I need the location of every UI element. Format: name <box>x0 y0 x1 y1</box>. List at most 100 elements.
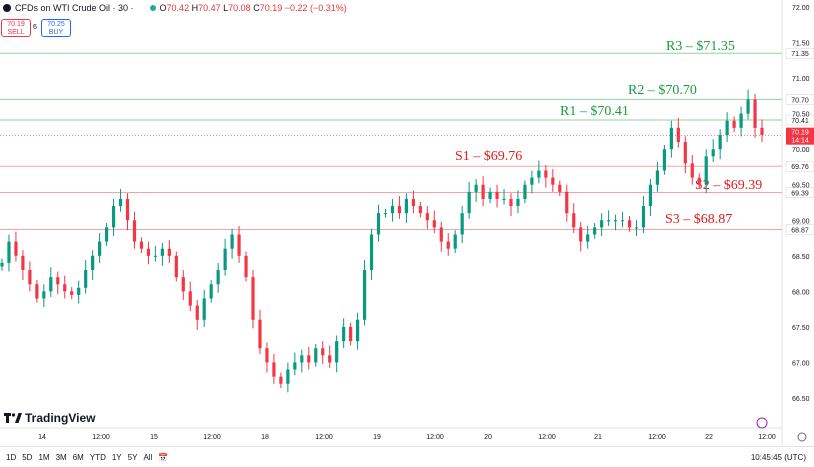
candle-body <box>593 227 597 235</box>
x-tick-label: 22 <box>705 434 713 441</box>
y-tick-label: 72.00 <box>792 5 810 12</box>
range-1d[interactable]: 1D <box>6 452 17 462</box>
range-6m[interactable]: 6M <box>72 452 84 462</box>
chart-grid <box>0 0 783 446</box>
range-5y[interactable]: 5Y <box>127 452 138 462</box>
candle-body <box>383 213 388 215</box>
candle-body <box>118 198 123 207</box>
buy-button[interactable]: 70.25 BUY <box>41 19 71 37</box>
candle-body <box>279 376 283 384</box>
x-tick-label: 12:00 <box>648 434 666 441</box>
candle-body <box>286 369 290 384</box>
candlestick-series <box>0 89 764 393</box>
candle-body <box>634 227 639 229</box>
x-tick-label: 20 <box>484 434 492 441</box>
candle-body <box>202 298 206 320</box>
range-all[interactable]: All <box>143 452 153 462</box>
y-tick-label: 69.50 <box>792 183 810 190</box>
candle-body <box>746 99 750 114</box>
sell-button[interactable]: 70.19 SELL <box>1 19 31 37</box>
candle-body <box>63 284 67 292</box>
range-1y[interactable]: 1Y <box>111 452 122 462</box>
range-1m[interactable]: 1M <box>38 452 50 462</box>
level-label: R1 – $70.41 <box>560 104 629 119</box>
candle-body <box>544 170 548 178</box>
candle-body <box>104 227 109 242</box>
candle-body <box>342 326 346 342</box>
candle-body <box>572 213 576 228</box>
candle-body <box>307 355 311 363</box>
candle-body <box>732 120 736 128</box>
candle-body <box>244 255 248 278</box>
candle-body <box>321 348 325 356</box>
candle-body <box>84 270 88 288</box>
candle-body <box>523 184 527 199</box>
range-ytd[interactable]: YTD <box>89 452 106 462</box>
candle-body <box>195 305 199 320</box>
candle-body <box>35 284 39 299</box>
symbol-title[interactable]: CFDs on WTI Crude Oil · 30 · <box>15 3 134 13</box>
x-tick-label: 18 <box>261 434 269 441</box>
x-tick-label: 12:00 <box>92 434 110 441</box>
candle-body <box>488 191 492 199</box>
candle-body <box>14 241 18 256</box>
x-tick-label: 12:00 <box>538 434 556 441</box>
candle-body <box>509 198 513 207</box>
alert-icon <box>756 417 768 429</box>
range-5d[interactable]: 5D <box>22 452 33 462</box>
candle-body <box>300 355 304 363</box>
calendar-icon[interactable]: 📅 <box>158 452 169 462</box>
candle-body <box>641 206 646 228</box>
candle-body <box>600 220 604 228</box>
chart-header: CFDs on WTI Crude Oil · 30 · O70.42 H70.… <box>0 0 347 16</box>
last-price-tag-box <box>786 127 814 145</box>
candle-body <box>0 262 4 267</box>
y-tick-label: 70.00 <box>792 147 810 154</box>
candle-body <box>565 191 569 214</box>
candle-body <box>607 220 611 222</box>
candle-body <box>753 99 757 128</box>
level-tag-box <box>785 114 814 126</box>
candle-body <box>349 326 353 342</box>
range-3m[interactable]: 3M <box>55 452 67 462</box>
candle-body <box>237 234 241 256</box>
settings-icon <box>797 432 807 442</box>
candle-body <box>21 255 25 271</box>
level-tag: 70.41 <box>791 118 809 125</box>
level-tag: 68.87 <box>791 228 809 235</box>
candle-body <box>718 134 722 150</box>
candle-body <box>376 213 381 235</box>
candle-body <box>42 291 46 299</box>
candle-body <box>98 241 102 256</box>
level-label: S2 – $69.39 <box>695 178 762 193</box>
candle-body <box>390 206 395 214</box>
candle-body <box>460 213 464 235</box>
candle-body <box>355 319 360 342</box>
candle-body <box>704 156 708 185</box>
candle-body <box>293 362 297 370</box>
candle-body <box>620 220 625 222</box>
support-resistance-levels: 71.35 R3 – $71.35 70.70 R2 – $70.70 70.41 R1 … <box>0 39 814 235</box>
candle-body <box>56 277 60 285</box>
candle-body <box>328 355 332 363</box>
level-tag: 70.70 <box>791 97 809 104</box>
y-tick-label: 67.00 <box>792 360 810 367</box>
x-tick-label: 15 <box>150 434 158 441</box>
candle-body <box>586 234 590 242</box>
candle-body <box>627 220 632 228</box>
y-tick-label: 66.50 <box>792 396 810 403</box>
tradingview-logo[interactable]: TradingView <box>4 411 95 425</box>
level-tag-box <box>785 224 814 235</box>
candle-body <box>77 287 81 295</box>
x-tick-label: 12:00 <box>426 434 444 441</box>
y-tick-label: 71.50 <box>792 41 810 48</box>
candle-body <box>397 206 402 214</box>
candle-body <box>70 291 74 295</box>
candle-body <box>49 277 53 292</box>
candle-body <box>404 198 409 214</box>
candle-body <box>7 241 11 263</box>
level-label: S1 – $69.76 <box>455 149 522 164</box>
candle-body <box>369 234 374 271</box>
level-label: R2 – $70.70 <box>628 83 697 98</box>
